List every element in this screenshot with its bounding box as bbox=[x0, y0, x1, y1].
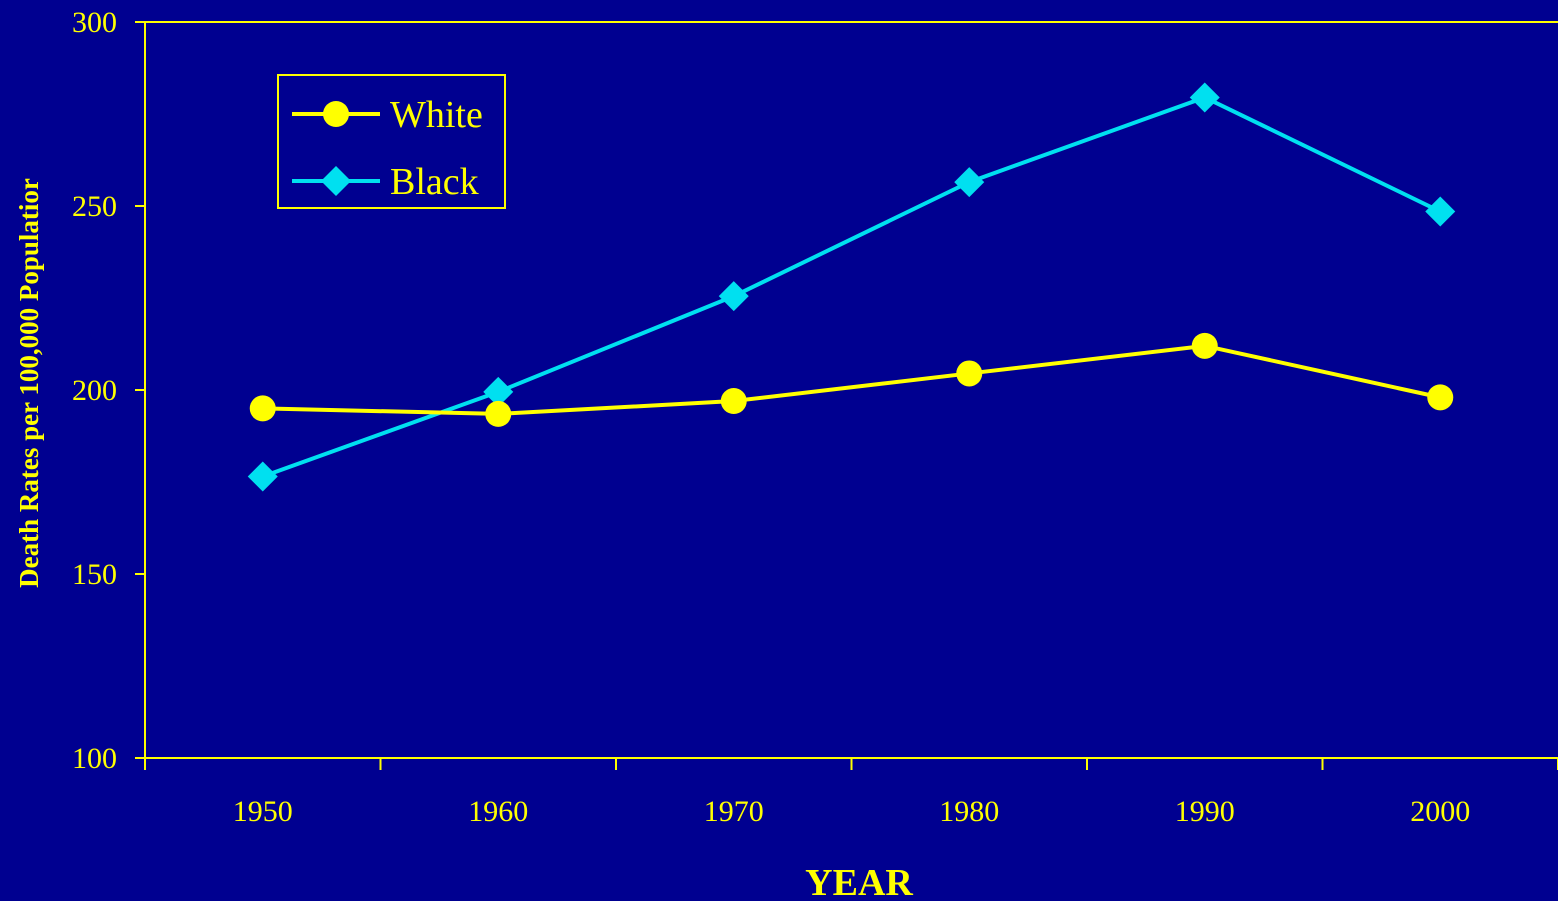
data-point-white bbox=[720, 388, 747, 415]
data-point-black bbox=[483, 376, 514, 407]
data-point-black bbox=[954, 167, 985, 198]
legend-label-white: White bbox=[390, 94, 483, 136]
legend-marker-black bbox=[321, 166, 351, 196]
x-tick-label: 1980 bbox=[939, 795, 999, 828]
data-point-white bbox=[249, 395, 276, 422]
data-point-white bbox=[485, 400, 512, 427]
data-point-white bbox=[956, 360, 983, 387]
x-tick-label: 2000 bbox=[1410, 795, 1470, 828]
y-tick-label: 300 bbox=[72, 6, 117, 39]
legend: White Black bbox=[277, 74, 506, 209]
x-axis-title: YEAR bbox=[805, 862, 913, 901]
data-point-black bbox=[1189, 82, 1220, 113]
series-line-white bbox=[262, 343, 1441, 416]
y-axis-title: Death Rates per 100,000 Populatior bbox=[14, 178, 44, 588]
data-point-black bbox=[1425, 196, 1456, 227]
x-tick-label: 1990 bbox=[1175, 795, 1235, 828]
y-tick-label: 150 bbox=[72, 558, 117, 591]
x-tick-label: 1950 bbox=[233, 795, 293, 828]
legend-marker-white bbox=[323, 101, 349, 127]
y-tick-label: 100 bbox=[72, 742, 117, 775]
x-tick-label: 1970 bbox=[704, 795, 764, 828]
data-point-white bbox=[1427, 384, 1454, 411]
data-point-white bbox=[1191, 332, 1218, 359]
data-point-black bbox=[718, 281, 749, 312]
legend-label-black: Black bbox=[390, 161, 479, 203]
series-line-black bbox=[262, 95, 1442, 479]
y-tick-label: 250 bbox=[72, 190, 117, 223]
x-tick-label: 1960 bbox=[468, 795, 528, 828]
legend-box bbox=[277, 74, 506, 209]
y-tick-label: 200 bbox=[72, 374, 117, 407]
data-point-black bbox=[247, 461, 278, 492]
